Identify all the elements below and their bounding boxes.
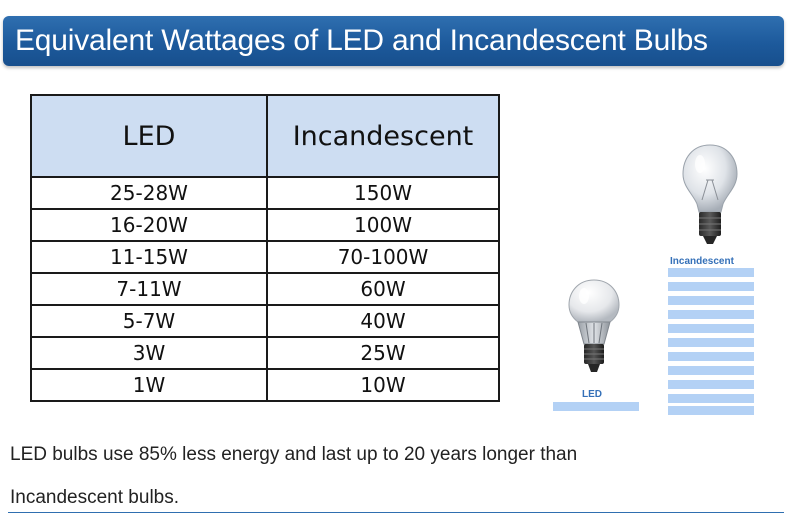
- incandescent-cell: 150W: [266, 176, 500, 210]
- table-row: 16-20W 100W: [30, 208, 500, 242]
- energy-stripe: [668, 338, 754, 347]
- incandescent-cell: 100W: [266, 208, 500, 242]
- footer-line: LED bulbs use 85% less energy and last u…: [10, 444, 578, 465]
- incandescent-label: Incandescent: [670, 256, 734, 267]
- energy-stripe: [553, 402, 639, 411]
- led-cell: 7-11W: [30, 272, 268, 306]
- energy-stripe: [668, 406, 754, 415]
- incandescent-energy-bar: [668, 268, 754, 415]
- led-cell: 11-15W: [30, 240, 268, 274]
- table-row: 25-28W 150W: [30, 176, 500, 210]
- energy-stripe: [668, 296, 754, 305]
- incandescent-cell: 60W: [266, 272, 500, 306]
- led-cell: 1W: [30, 368, 268, 402]
- incandescent-cell: 40W: [266, 304, 500, 338]
- table-row: 3W 25W: [30, 336, 500, 370]
- led-cell: 5-7W: [30, 304, 268, 338]
- table-row: 5-7W 40W: [30, 304, 500, 338]
- wattage-table: LED Incandescent 25-28W 150W 16-20W 100W…: [30, 94, 500, 402]
- table-row: 11-15W 70-100W: [30, 240, 500, 274]
- energy-stripe: [668, 310, 754, 319]
- page-title: Equivalent Wattages of LED and Incandesc…: [15, 24, 708, 57]
- incandescent-cell: 25W: [266, 336, 500, 370]
- footer-line: Incandescent bulbs.: [10, 487, 180, 508]
- bottom-divider: [8, 512, 784, 513]
- energy-stripe: [668, 324, 754, 333]
- led-energy-bar: [553, 402, 639, 412]
- incandescent-cell: 70-100W: [266, 240, 500, 274]
- led-label: LED: [582, 389, 602, 400]
- table-row: 1W 10W: [30, 368, 500, 402]
- table-header-row: LED Incandescent: [30, 94, 500, 178]
- incandescent-bulb-icon: [682, 144, 738, 244]
- energy-stripe: [668, 394, 754, 403]
- energy-stripe: [668, 282, 754, 291]
- led-bulb-icon: [568, 279, 620, 372]
- header-incandescent: Incandescent: [266, 94, 500, 178]
- table-row: 7-11W 60W: [30, 272, 500, 306]
- incandescent-cell: 10W: [266, 368, 500, 402]
- energy-stripe: [668, 352, 754, 361]
- energy-stripe: [668, 380, 754, 389]
- header-led: LED: [30, 94, 268, 178]
- led-cell: 16-20W: [30, 208, 268, 242]
- footer-note: LED bulbs use 85% less energy and last u…: [10, 433, 770, 519]
- led-cell: 3W: [30, 336, 268, 370]
- led-cell: 25-28W: [30, 176, 268, 210]
- energy-stripe: [668, 366, 754, 375]
- title-banner: Equivalent Wattages of LED and Incandesc…: [3, 16, 784, 66]
- energy-stripe: [668, 268, 754, 277]
